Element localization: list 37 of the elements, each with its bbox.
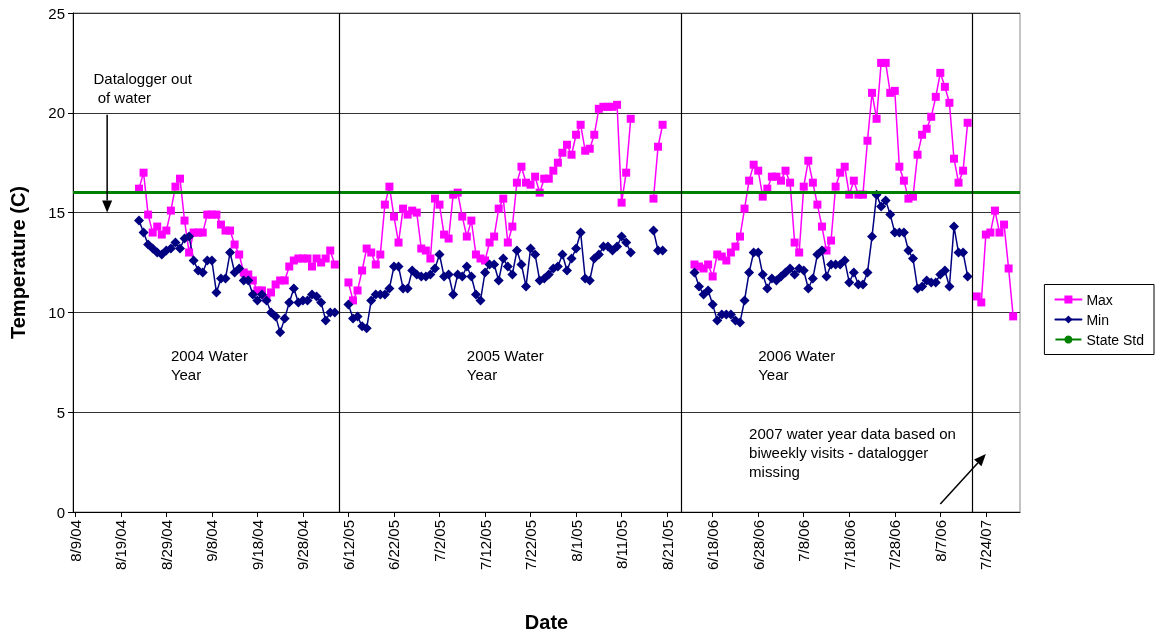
x-tick-label: 6/28/06 <box>749 520 767 571</box>
x-tick-label: 8/1/05 <box>567 520 585 562</box>
x-tick-label: 8/11/05 <box>613 520 631 569</box>
x-tick-label: 7/18/06 <box>840 520 858 571</box>
annotation: 2005 Water Year <box>466 347 548 384</box>
x-tick-label: 7/8/06 <box>795 520 813 562</box>
legend-label: Max <box>1086 291 1113 308</box>
annotation: 2004 Water Year <box>170 347 253 384</box>
x-tick-label: 9/8/04 <box>203 520 221 562</box>
x-tick-label: 7/2/05 <box>431 520 449 562</box>
x-tick-label: 8/21/05 <box>658 520 676 571</box>
y-tick-label: 25 <box>48 4 65 22</box>
y-tick-label: 0 <box>56 503 65 521</box>
annotation: Datalogger out of water <box>93 69 193 106</box>
x-tick-label: 7/12/05 <box>476 520 494 571</box>
y-tick-label: 15 <box>48 204 65 222</box>
x-tick-label: 6/22/05 <box>385 520 403 571</box>
x-tick-label: 6/12/05 <box>339 520 357 571</box>
y-tick-label: 10 <box>48 303 65 321</box>
x-tick-label: 8/19/04 <box>112 520 130 571</box>
x-tick-label: 8/9/04 <box>66 520 84 562</box>
x-tick-label: 9/18/04 <box>248 520 266 571</box>
y-tick-label: 20 <box>48 104 65 122</box>
legend-label: Min <box>1086 311 1109 328</box>
x-tick-label: 7/22/05 <box>522 520 540 571</box>
x-tick-label: 8/29/04 <box>157 520 175 571</box>
x-tick-label: 8/7/06 <box>931 520 949 562</box>
annotation: 2006 Water Year <box>758 347 840 384</box>
y-axis-title: Temperature (C) <box>7 186 29 339</box>
y-tick-label: 5 <box>56 403 65 421</box>
x-tick-label: 7/28/06 <box>886 520 904 571</box>
x-tick-label: 9/28/04 <box>294 520 312 571</box>
x-tick-label: 7/24/07 <box>977 520 995 571</box>
annotation: 2007 water year data based on biweekly visits - datalogger missing <box>749 425 961 481</box>
x-tick-label: 6/18/06 <box>704 520 722 571</box>
x-axis-title: Date <box>524 611 569 633</box>
legend-label: State Std <box>1086 331 1144 348</box>
